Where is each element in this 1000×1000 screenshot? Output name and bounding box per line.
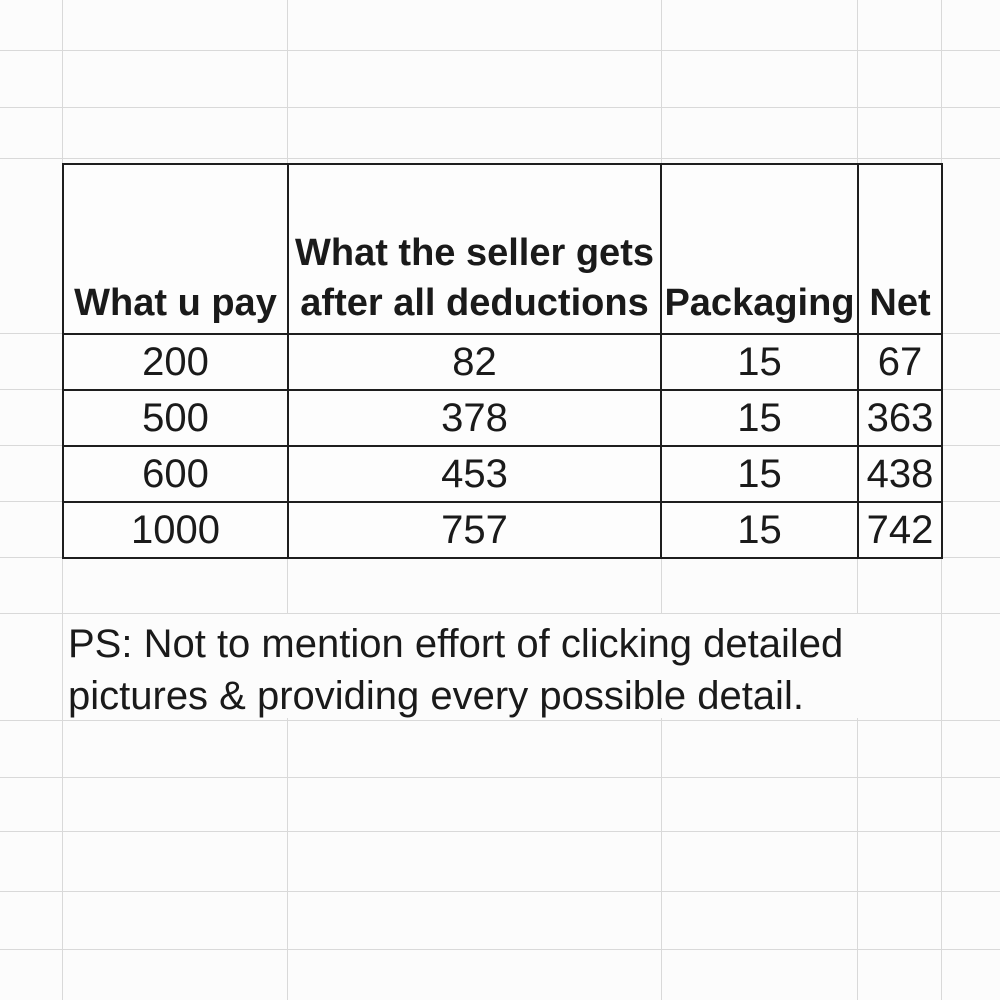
cell-r1-seller[interactable]: 82 bbox=[287, 333, 662, 391]
gridline-h bbox=[0, 777, 1000, 778]
gridline-h bbox=[0, 50, 1000, 51]
gridline-h bbox=[0, 891, 1000, 892]
cell-r1-packaging[interactable]: 15 bbox=[660, 333, 859, 391]
ps-note-line1: PS: Not to mention effort of clicking de… bbox=[68, 622, 844, 666]
cell-r3-net[interactable]: 438 bbox=[857, 445, 943, 503]
cell-r2-seller[interactable]: 378 bbox=[287, 389, 662, 447]
table-header-row: What u pay What the seller gets after al… bbox=[62, 163, 943, 335]
cell-r4-net[interactable]: 742 bbox=[857, 501, 943, 559]
header-seller-gets[interactable]: What the seller gets after all deduction… bbox=[287, 163, 662, 335]
gridline-h bbox=[0, 720, 1000, 721]
cell-r1-pay[interactable]: 200 bbox=[62, 333, 289, 391]
gridline-h bbox=[0, 107, 1000, 108]
table-row: 1000 757 15 742 bbox=[62, 501, 943, 559]
cell-r3-pay[interactable]: 600 bbox=[62, 445, 289, 503]
gridline-h bbox=[0, 158, 1000, 159]
header-seller-gets-line2: after all deductions bbox=[300, 282, 649, 324]
cell-r1-net[interactable]: 67 bbox=[857, 333, 943, 391]
header-seller-gets-line1: What the seller gets bbox=[295, 232, 654, 274]
gridline-h bbox=[0, 613, 1000, 614]
ps-note-line2: pictures & providing every possible deta… bbox=[68, 674, 804, 718]
gridline-h bbox=[0, 949, 1000, 950]
table-row: 500 378 15 363 bbox=[62, 389, 943, 447]
header-packaging[interactable]: Packaging bbox=[660, 163, 859, 335]
pricing-table: What u pay What the seller gets after al… bbox=[62, 163, 943, 559]
cell-r3-packaging[interactable]: 15 bbox=[660, 445, 859, 503]
ps-note[interactable]: PS: Not to mention effort of clicking de… bbox=[63, 614, 937, 718]
cell-r2-net[interactable]: 363 bbox=[857, 389, 943, 447]
cell-r4-packaging[interactable]: 15 bbox=[660, 501, 859, 559]
cell-r4-pay[interactable]: 1000 bbox=[62, 501, 289, 559]
table-row: 200 82 15 67 bbox=[62, 333, 943, 391]
table-row: 600 453 15 438 bbox=[62, 445, 943, 503]
cell-r3-seller[interactable]: 453 bbox=[287, 445, 662, 503]
gridline-h bbox=[0, 831, 1000, 832]
cell-r2-pay[interactable]: 500 bbox=[62, 389, 289, 447]
cell-r2-packaging[interactable]: 15 bbox=[660, 389, 859, 447]
header-net[interactable]: Net bbox=[857, 163, 943, 335]
cell-r4-seller[interactable]: 757 bbox=[287, 501, 662, 559]
header-what-u-pay[interactable]: What u pay bbox=[62, 163, 289, 335]
